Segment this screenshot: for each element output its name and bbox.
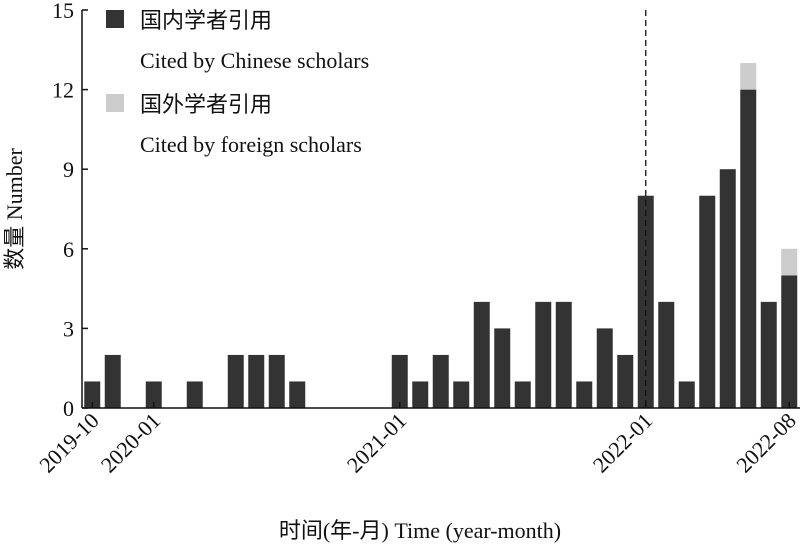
legend-swatch — [106, 94, 124, 112]
bar — [104, 354, 121, 408]
legend-swatch — [106, 10, 124, 28]
bar — [514, 381, 531, 408]
bar — [699, 195, 716, 408]
legend-label: 国内学者引用 — [140, 8, 272, 33]
bar — [740, 89, 757, 408]
bar — [760, 301, 777, 408]
bar — [453, 381, 470, 408]
bar — [555, 301, 572, 408]
y-tick-label: 9 — [63, 157, 74, 182]
x-tick-label: 2022-01 — [588, 408, 658, 478]
bar — [535, 301, 552, 408]
bar — [268, 354, 285, 408]
bar — [248, 354, 265, 408]
bar — [227, 354, 244, 408]
bar — [678, 381, 695, 408]
y-tick-label: 12 — [52, 78, 74, 103]
y-tick-label: 6 — [63, 237, 74, 262]
bar — [145, 381, 162, 408]
bar — [740, 63, 757, 90]
bar — [781, 248, 798, 276]
legend: 国内学者引用 Cited by Chinese scholars 国外学者引用 Cit… — [106, 8, 369, 157]
y-tick-label: 3 — [63, 316, 74, 341]
y-tick-label: 0 — [63, 396, 74, 421]
x-axis-label: 时间(年-月) Time (year-month) — [279, 518, 561, 543]
y-tick-label: 15 — [52, 0, 74, 23]
bar — [84, 381, 101, 408]
legend-label: 国外学者引用 — [140, 92, 272, 117]
bar — [391, 354, 408, 408]
bar — [576, 381, 593, 408]
legend-label-en: Cited by Chinese scholars — [140, 48, 369, 73]
bar — [289, 381, 306, 408]
bar — [596, 328, 613, 408]
x-tick-label: 2020-01 — [96, 408, 166, 478]
bar — [412, 381, 429, 408]
bar — [617, 354, 634, 408]
bar — [186, 381, 203, 408]
x-tick-label: 2021-01 — [342, 408, 412, 478]
bar — [658, 301, 675, 408]
y-axis-label: 数量 Number — [2, 148, 27, 270]
bar — [432, 354, 449, 408]
bar — [494, 328, 511, 408]
bar — [719, 169, 736, 408]
bar — [781, 275, 798, 408]
x-tick-label: 2022-08 — [731, 408, 800, 478]
bar — [473, 301, 490, 408]
legend-label-en: Cited by foreign scholars — [140, 132, 362, 157]
